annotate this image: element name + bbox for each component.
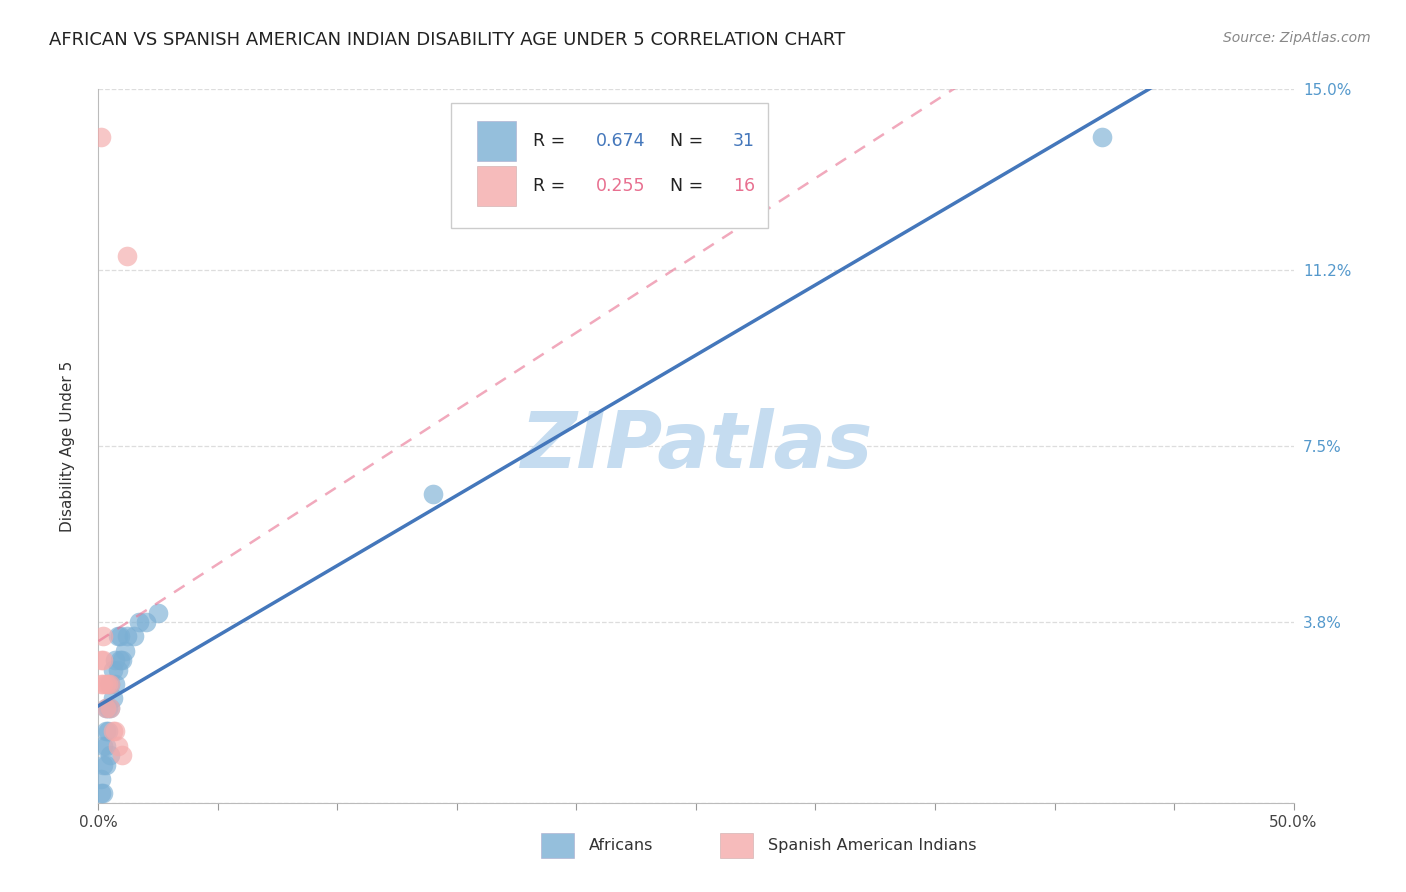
Point [101, 724, 124, 739]
FancyBboxPatch shape [451, 103, 768, 228]
Text: AFRICAN VS SPANISH AMERICAN INDIAN DISABILITY AGE UNDER 5 CORRELATION CHART: AFRICAN VS SPANISH AMERICAN INDIAN DISAB… [49, 31, 845, 49]
Text: ZIPatlas: ZIPatlas [520, 408, 872, 484]
Point [107, 663, 129, 677]
FancyBboxPatch shape [720, 833, 754, 858]
Point [107, 739, 129, 753]
Point [90, 677, 112, 691]
Point [128, 615, 150, 629]
Point [90, 786, 112, 800]
Point [91, 757, 114, 772]
Point [98, 677, 122, 691]
FancyBboxPatch shape [541, 833, 574, 858]
Point [91, 653, 114, 667]
Point [94, 677, 117, 691]
Point [148, 606, 170, 620]
Point [94, 757, 117, 772]
Point [124, 629, 146, 643]
Text: N =: N = [659, 132, 709, 150]
Point [108, 653, 131, 667]
Point [104, 677, 127, 691]
Point [90, 129, 112, 144]
Point [91, 629, 114, 643]
Point [101, 691, 124, 706]
Text: N =: N = [659, 177, 709, 194]
Text: 31: 31 [733, 132, 755, 150]
Point [91, 739, 114, 753]
Point [94, 700, 117, 714]
Text: 16: 16 [733, 177, 755, 194]
Point [90, 772, 112, 786]
Point [1091, 129, 1114, 144]
Point [97, 677, 120, 691]
Point [91, 786, 114, 800]
Text: R =: R = [533, 132, 571, 150]
Point [98, 700, 122, 714]
Text: 0.674: 0.674 [596, 132, 645, 150]
Point [91, 677, 114, 691]
Point [97, 724, 120, 739]
Point [111, 748, 134, 763]
Point [101, 663, 124, 677]
Point [422, 486, 444, 500]
Y-axis label: Disability Age Under 5: Disability Age Under 5 [60, 360, 75, 532]
Point [98, 700, 122, 714]
FancyBboxPatch shape [477, 121, 516, 161]
Point [94, 739, 117, 753]
Point [115, 249, 138, 263]
Text: Source: ZipAtlas.com: Source: ZipAtlas.com [1223, 31, 1371, 45]
Text: 0.255: 0.255 [596, 177, 645, 194]
Point [98, 677, 122, 691]
Point [104, 653, 127, 667]
Point [98, 748, 122, 763]
FancyBboxPatch shape [477, 166, 516, 205]
Point [115, 629, 138, 643]
Text: Africans: Africans [589, 838, 652, 853]
Point [97, 700, 120, 714]
Point [114, 643, 136, 657]
Text: Spanish American Indians: Spanish American Indians [768, 838, 976, 853]
Point [111, 653, 134, 667]
Point [94, 724, 117, 739]
Text: R =: R = [533, 177, 571, 194]
Point [135, 615, 157, 629]
Point [94, 700, 117, 714]
Point [107, 629, 129, 643]
Point [104, 724, 127, 739]
Point [108, 629, 131, 643]
Point [90, 653, 112, 667]
